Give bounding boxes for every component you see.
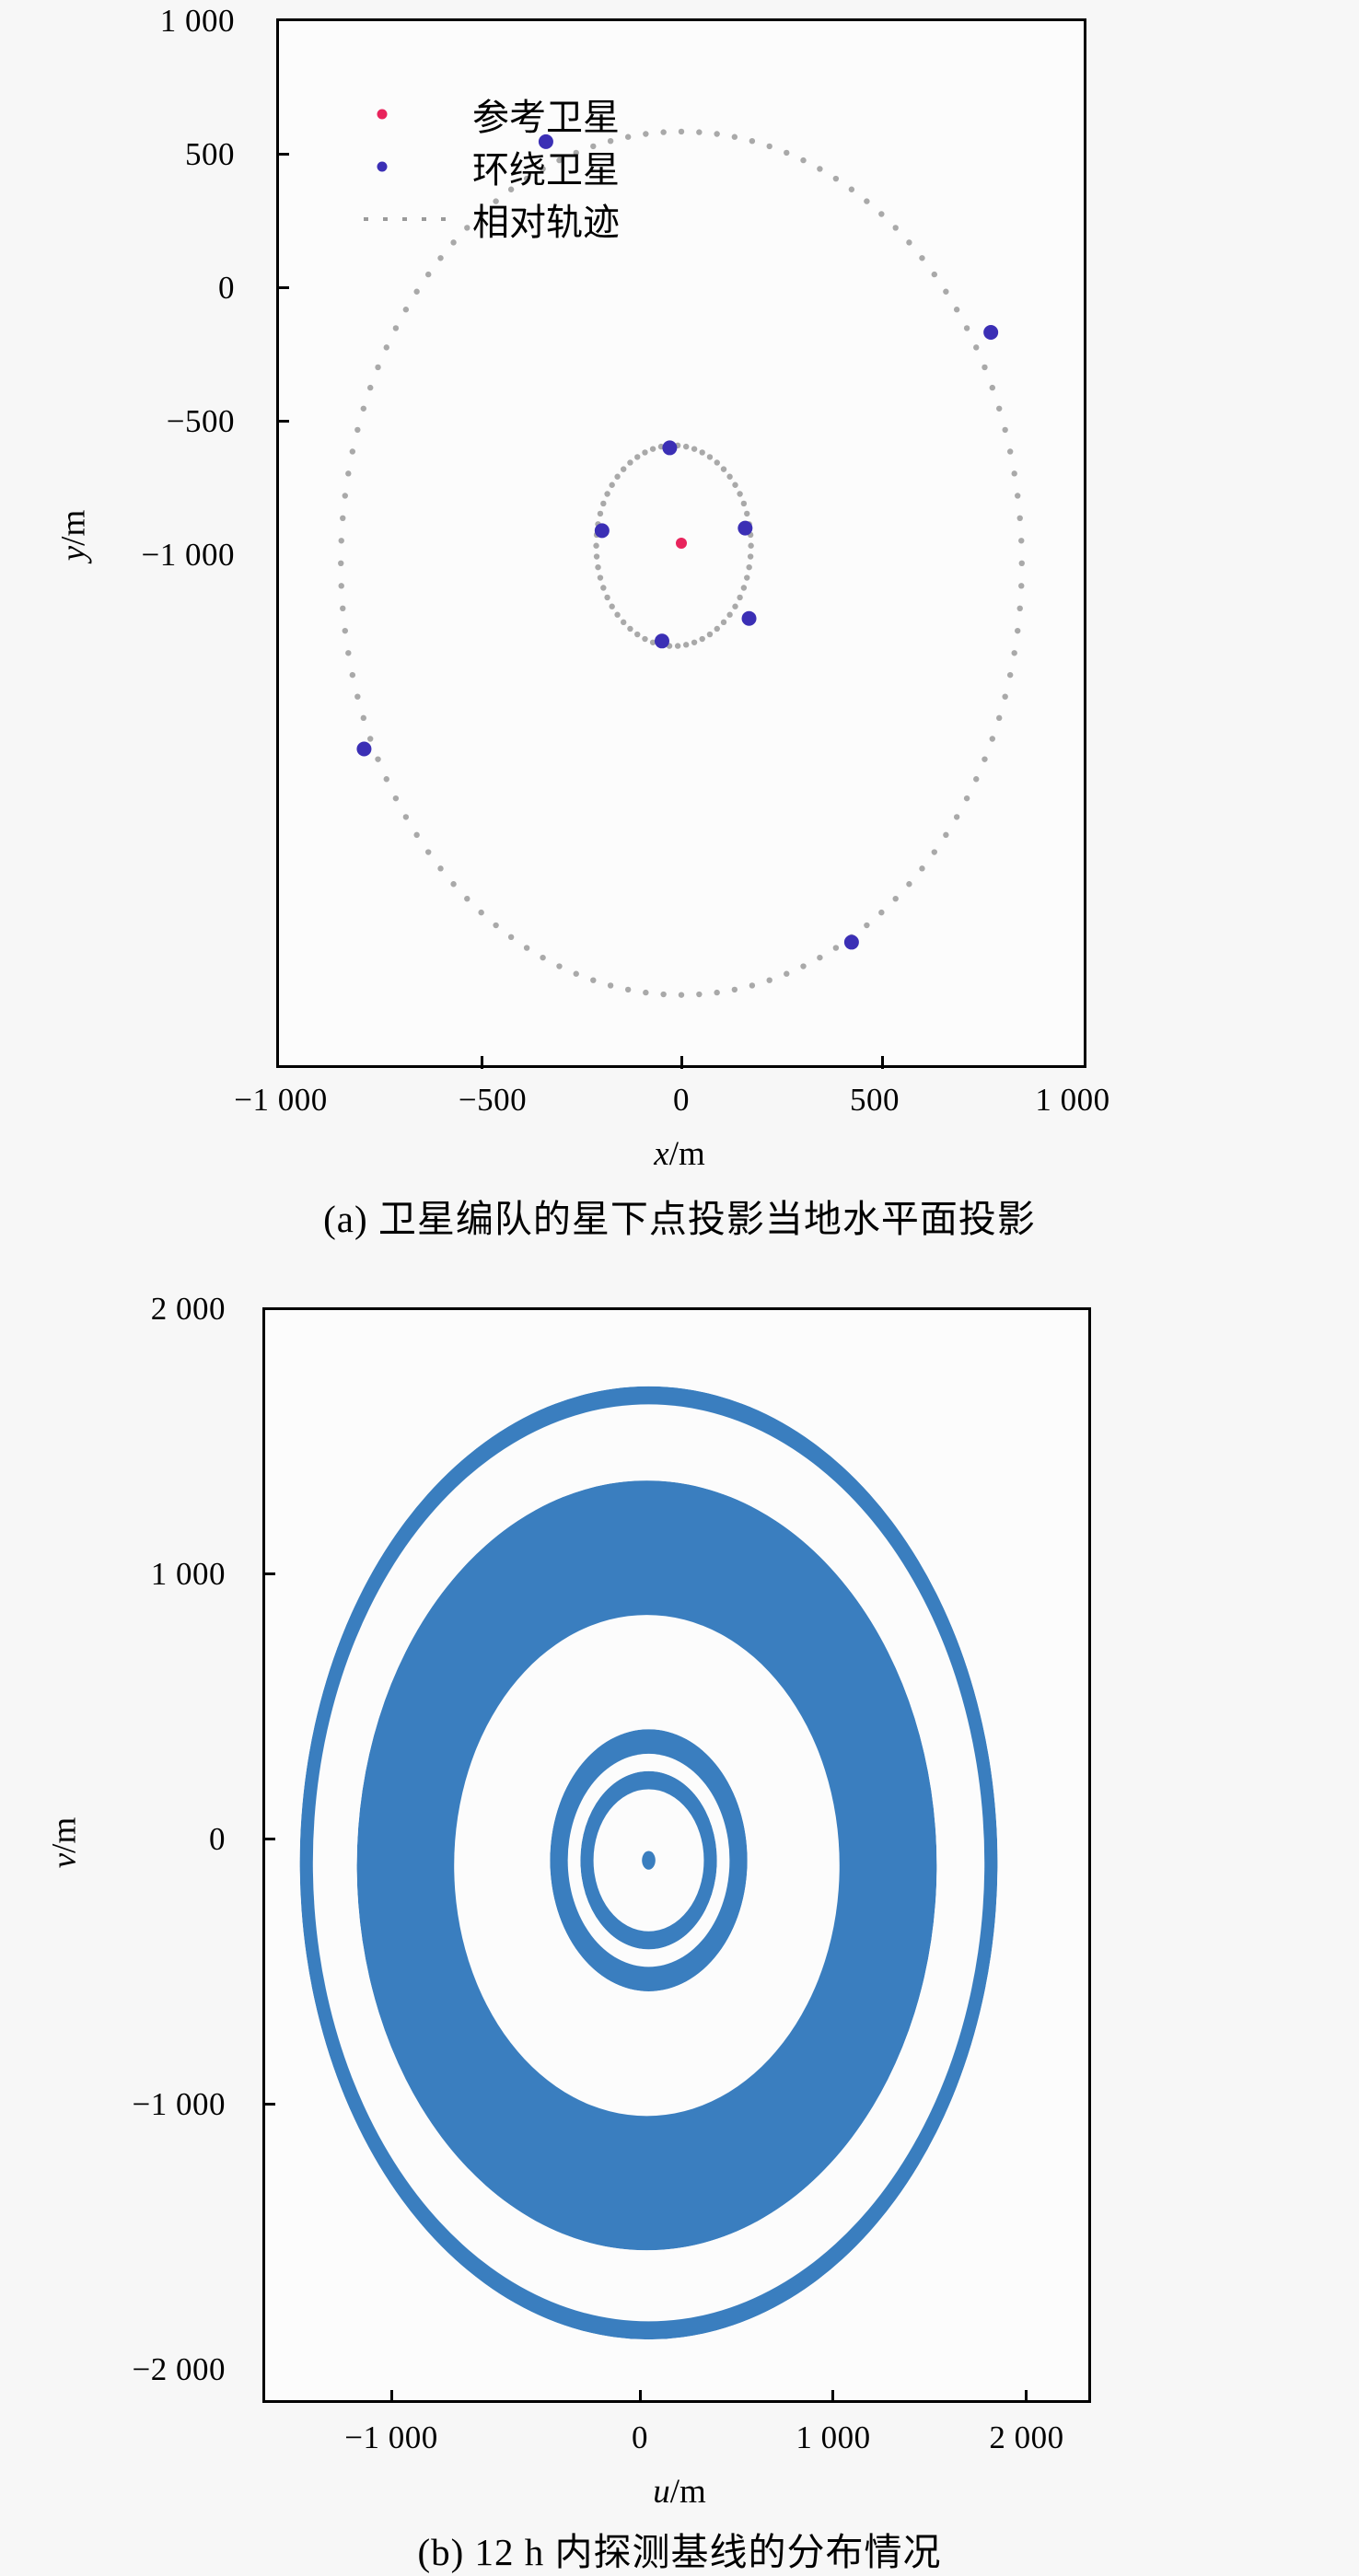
panel-b-ylabel-var: v — [45, 1852, 84, 1869]
panel-b-xtick-2: 1 000 — [796, 2419, 871, 2455]
legend-marker-orbiting-satellite — [364, 157, 474, 176]
legend-label-orbiting-satellite: 环绕卫星 — [472, 148, 620, 191]
panel-a-ytick-2: 0 — [218, 270, 235, 306]
panel-a-y-axis-title: y/m — [54, 481, 94, 591]
panel-a-ylabel-var: y — [54, 545, 93, 562]
panel-b-ytick-mark-1000 — [262, 1572, 275, 1575]
panel-a-legend: 参考卫星 环绕卫星 相对轨迹 — [364, 87, 640, 245]
panel-a-ytick-1: 500 — [185, 136, 235, 172]
panel-b-xtick-mark-0 — [639, 2390, 642, 2403]
panel-a-xtick-mark-m500 — [481, 1056, 483, 1069]
panel-a-ytick-mark-0 — [276, 286, 289, 289]
panel-a-xtick-mark-0 — [680, 1056, 683, 1069]
panel-b-caption: (b) 12 h 内探测基线的分布情况 — [417, 2531, 942, 2573]
panel-a-ytick-3: −500 — [166, 403, 235, 439]
legend-label-reference-satellite: 参考卫星 — [472, 96, 620, 138]
panel-a-ytick-0: 1 000 — [159, 3, 235, 39]
panel-a-xlabel-var: x — [654, 1135, 669, 1173]
panel-a-xtick-3: 500 — [850, 1082, 900, 1118]
panel-b-xtick-mark-m1000 — [390, 2390, 393, 2403]
panel-b-xtick-3: 2 000 — [989, 2419, 1064, 2455]
plot-a-canvas — [338, 128, 1025, 998]
panel-a: 1 000 500 0 −500 −1 000 −1 000 −500 0 50… — [0, 0, 1359, 1271]
panel-a-x-axis-title: x/m — [0, 1134, 1359, 1174]
legend-label-relative-trajectory: 相对轨迹 — [472, 201, 620, 243]
legend-marker-reference-satellite — [364, 105, 474, 123]
panel-b: 2 000 1 000 0 −1 000 −2 000 −1 000 0 1 0… — [0, 1271, 1359, 2573]
legend-marker-relative-trajectory — [364, 210, 474, 228]
panel-a-xtick-0: −1 000 — [234, 1082, 328, 1118]
plot-b-canvas — [299, 1386, 998, 2340]
panel-a-caption: (a) 卫星编队的星下点投影当地水平面投影 — [323, 1198, 1036, 1240]
panel-b-y-axis-title: v/m — [45, 1788, 85, 1898]
panel-b-x-axis-title: u/m — [0, 2472, 1359, 2512]
reference-satellite-dot-icon — [377, 109, 388, 119]
panel-a-ytick-4: −1 000 — [141, 537, 235, 573]
orbiting-satellite-points — [356, 133, 999, 950]
panel-b-ytick-3: −1 000 — [132, 2086, 226, 2122]
panel-a-ytick-mark-500 — [276, 153, 289, 156]
panel-a-xtick-4: 1 000 — [1035, 1082, 1110, 1118]
plot-a-axes — [276, 18, 1086, 1068]
panel-b-xtick-0: −1 000 — [344, 2419, 438, 2455]
panel-a-xtick-2: 0 — [673, 1082, 690, 1118]
orbiting-satellite-dot-icon — [377, 161, 388, 171]
panel-b-xtick-mark-1000 — [831, 2390, 834, 2403]
panel-a-xlabel-unit: /m — [668, 1135, 705, 1173]
panel-b-ytick-2: 0 — [209, 1821, 226, 1857]
panel-a-xtick-mark-500 — [881, 1056, 884, 1069]
panel-b-ylabel-unit: /m — [45, 1816, 84, 1853]
panel-b-ytick-mark-0 — [262, 1838, 275, 1840]
panel-a-ytick-mark-m500 — [276, 420, 289, 423]
reference-satellite-points — [676, 538, 687, 549]
panel-a-xtick-1: −500 — [458, 1082, 528, 1118]
panel-b-xtick-mark-2000 — [1025, 2390, 1028, 2403]
panel-b-ytick-0: 2 000 — [150, 1291, 226, 1327]
relative-trajectory-path — [593, 442, 754, 649]
panel-b-xlabel-var: u — [653, 2473, 670, 2511]
panel-b-ytick-1: 1 000 — [150, 1556, 226, 1592]
plot-b-axes — [262, 1307, 1091, 2403]
legend-item-orbiting-satellite: 环绕卫星 — [364, 140, 640, 192]
relative-trajectory-path — [338, 128, 1025, 998]
panel-a-ylabel-unit: /m — [54, 509, 93, 546]
relative-trajectory-dotted-line-icon — [364, 216, 459, 221]
legend-item-relative-trajectory: 相对轨迹 — [364, 192, 640, 245]
panel-b-xtick-1: 0 — [632, 2419, 648, 2455]
panel-b-ytick-mark-m1000 — [262, 2103, 275, 2106]
baseline-center-dot — [642, 1851, 656, 1870]
legend-item-reference-satellite: 参考卫星 — [364, 87, 640, 140]
panel-b-ytick-4: −2 000 — [132, 2351, 226, 2387]
panel-b-xlabel-unit: /m — [669, 2473, 706, 2511]
